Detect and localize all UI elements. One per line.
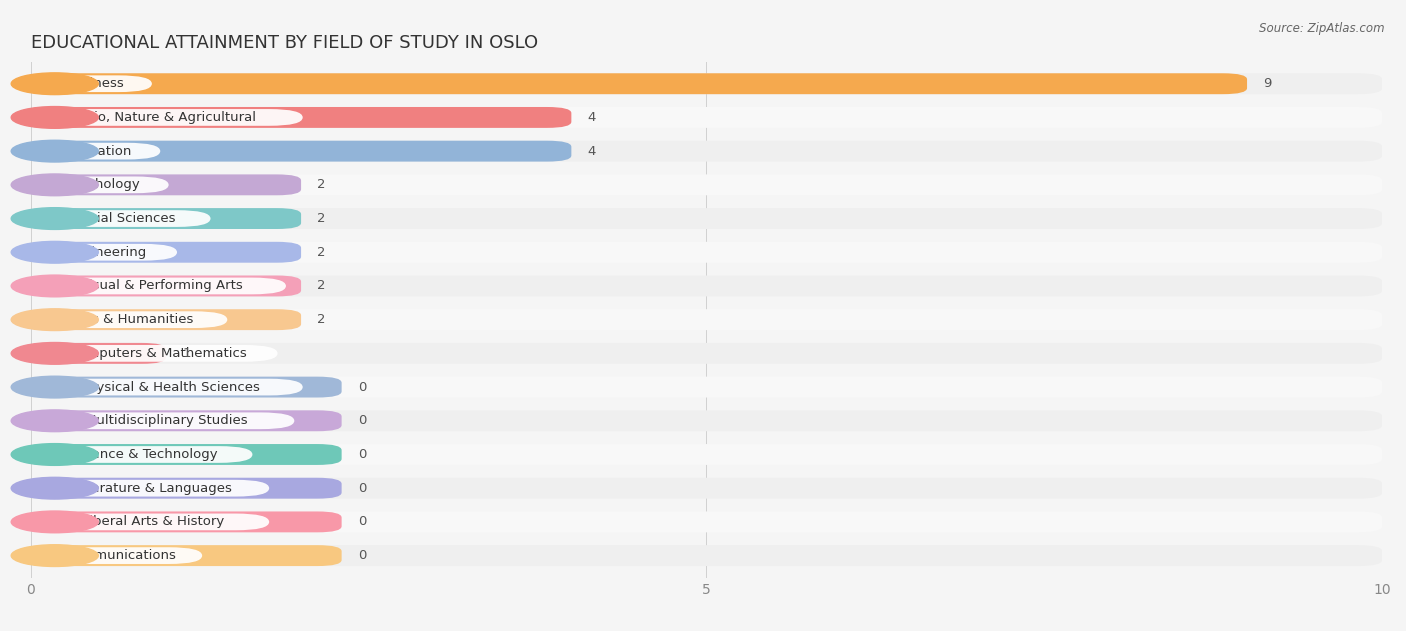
FancyBboxPatch shape [31, 444, 342, 465]
FancyBboxPatch shape [38, 514, 269, 530]
Text: 2: 2 [318, 179, 326, 191]
FancyBboxPatch shape [31, 73, 1382, 94]
FancyBboxPatch shape [38, 177, 169, 193]
Text: Liberal Arts & History: Liberal Arts & History [83, 516, 225, 528]
Text: Science & Technology: Science & Technology [72, 448, 218, 461]
Text: Bio, Nature & Agricultural: Bio, Nature & Agricultural [84, 111, 256, 124]
Circle shape [11, 208, 98, 230]
FancyBboxPatch shape [38, 446, 253, 463]
Circle shape [11, 477, 98, 499]
FancyBboxPatch shape [31, 343, 1382, 364]
FancyBboxPatch shape [31, 309, 1382, 330]
Text: Communications: Communications [63, 549, 176, 562]
FancyBboxPatch shape [31, 478, 1382, 498]
Text: Computers & Mathematics: Computers & Mathematics [69, 347, 246, 360]
Circle shape [11, 107, 98, 128]
Text: Engineering: Engineering [67, 245, 148, 259]
FancyBboxPatch shape [38, 109, 302, 126]
Text: 0: 0 [359, 549, 366, 562]
FancyBboxPatch shape [31, 174, 301, 195]
FancyBboxPatch shape [31, 444, 1382, 465]
Text: 4: 4 [588, 111, 596, 124]
FancyBboxPatch shape [31, 309, 301, 330]
FancyBboxPatch shape [38, 278, 285, 294]
Text: Business: Business [65, 77, 124, 90]
Circle shape [11, 275, 98, 297]
FancyBboxPatch shape [31, 107, 571, 128]
Text: 9: 9 [1263, 77, 1271, 90]
FancyBboxPatch shape [38, 413, 294, 429]
FancyBboxPatch shape [31, 377, 1382, 398]
FancyBboxPatch shape [31, 377, 342, 398]
Text: 1: 1 [183, 347, 191, 360]
Text: 4: 4 [588, 144, 596, 158]
FancyBboxPatch shape [31, 208, 1382, 229]
Circle shape [11, 410, 98, 432]
FancyBboxPatch shape [31, 478, 342, 498]
Circle shape [11, 174, 98, 196]
FancyBboxPatch shape [38, 311, 228, 328]
Text: 0: 0 [359, 448, 366, 461]
Circle shape [11, 309, 98, 331]
Text: Education: Education [66, 144, 132, 158]
Text: 0: 0 [359, 380, 366, 394]
Circle shape [11, 376, 98, 398]
FancyBboxPatch shape [31, 276, 301, 297]
FancyBboxPatch shape [31, 141, 571, 162]
Circle shape [11, 545, 98, 567]
FancyBboxPatch shape [31, 410, 342, 431]
Text: Visual & Performing Arts: Visual & Performing Arts [80, 280, 243, 292]
FancyBboxPatch shape [31, 276, 1382, 297]
Circle shape [11, 511, 98, 533]
FancyBboxPatch shape [31, 242, 1382, 262]
Text: 0: 0 [359, 516, 366, 528]
FancyBboxPatch shape [31, 545, 342, 566]
FancyBboxPatch shape [38, 480, 269, 497]
FancyBboxPatch shape [31, 174, 1382, 195]
Circle shape [11, 73, 98, 95]
Text: Literature & Languages: Literature & Languages [75, 481, 232, 495]
FancyBboxPatch shape [31, 73, 1247, 94]
Circle shape [11, 343, 98, 364]
Text: Arts & Humanities: Arts & Humanities [72, 313, 193, 326]
Circle shape [11, 242, 98, 263]
Text: 0: 0 [359, 415, 366, 427]
Text: 2: 2 [318, 245, 326, 259]
FancyBboxPatch shape [38, 345, 277, 362]
Text: Source: ZipAtlas.com: Source: ZipAtlas.com [1260, 22, 1385, 35]
Text: 2: 2 [318, 313, 326, 326]
FancyBboxPatch shape [38, 75, 152, 92]
Text: Physical & Health Sciences: Physical & Health Sciences [80, 380, 260, 394]
Text: 2: 2 [318, 212, 326, 225]
FancyBboxPatch shape [38, 547, 202, 564]
FancyBboxPatch shape [38, 143, 160, 160]
FancyBboxPatch shape [31, 141, 1382, 162]
FancyBboxPatch shape [31, 343, 166, 364]
Text: Psychology: Psychology [66, 179, 141, 191]
FancyBboxPatch shape [31, 512, 342, 533]
FancyBboxPatch shape [31, 107, 1382, 128]
Text: 0: 0 [359, 481, 366, 495]
Text: EDUCATIONAL ATTAINMENT BY FIELD OF STUDY IN OSLO: EDUCATIONAL ATTAINMENT BY FIELD OF STUDY… [31, 34, 538, 52]
FancyBboxPatch shape [31, 410, 1382, 431]
FancyBboxPatch shape [38, 210, 211, 227]
FancyBboxPatch shape [31, 208, 301, 229]
FancyBboxPatch shape [31, 512, 1382, 533]
Circle shape [11, 444, 98, 465]
Text: Multidisciplinary Studies: Multidisciplinary Studies [84, 415, 247, 427]
Circle shape [11, 140, 98, 162]
FancyBboxPatch shape [31, 545, 1382, 566]
FancyBboxPatch shape [31, 242, 301, 262]
Text: Social Sciences: Social Sciences [73, 212, 176, 225]
FancyBboxPatch shape [38, 379, 302, 396]
FancyBboxPatch shape [38, 244, 177, 261]
Text: 2: 2 [318, 280, 326, 292]
